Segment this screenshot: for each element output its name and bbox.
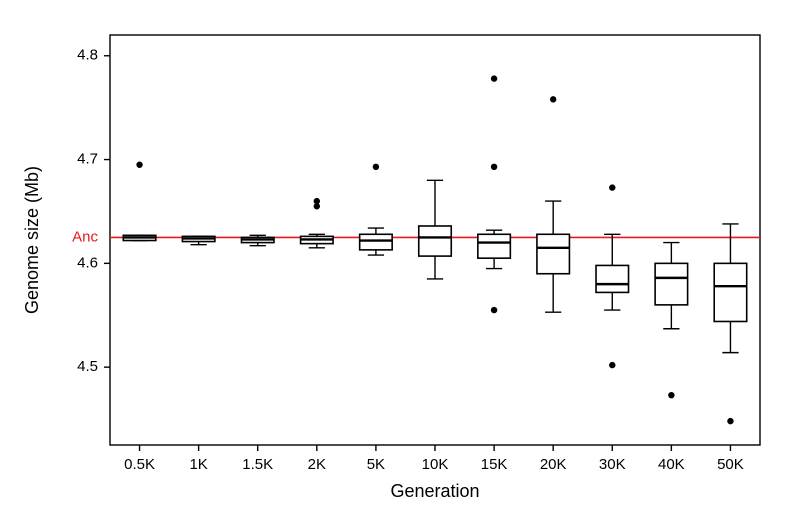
- x-tick-label: 40K: [658, 456, 685, 473]
- outlier-point: [314, 198, 320, 204]
- box: [123, 162, 156, 241]
- x-tick-label: 1.5K: [242, 456, 273, 473]
- outlier-point: [727, 418, 733, 424]
- x-tick-label: 50K: [717, 456, 744, 473]
- y-tick-label: 4.7: [77, 151, 98, 168]
- outlier-point: [550, 96, 556, 102]
- box: [714, 224, 747, 424]
- box: [241, 235, 274, 245]
- outlier-point: [136, 162, 142, 168]
- x-tick-label: 10K: [422, 456, 449, 473]
- x-tick-label: 1K: [189, 456, 207, 473]
- outlier-point: [491, 307, 497, 313]
- box: [655, 243, 688, 399]
- x-tick-label: 20K: [540, 456, 567, 473]
- y-tick-label: 4.5: [77, 358, 98, 375]
- box: [537, 96, 570, 312]
- boxplot-chart: 4.5 4.6 4.7 4.8 Anc 0.5K 1K 1.5K 2K 5K 10K 15K 20K 30…: [0, 0, 800, 518]
- box: [301, 198, 334, 248]
- x-tick-label: 2K: [308, 456, 326, 473]
- outlier-point: [609, 362, 615, 368]
- box: [360, 164, 393, 255]
- x-tick-label: 5K: [367, 456, 385, 473]
- outlier-point: [491, 164, 497, 170]
- y-tick-label: 4.8: [77, 47, 98, 64]
- x-axis-label: Generation: [390, 481, 479, 501]
- outlier-point: [609, 184, 615, 190]
- x-tick-label: 0.5K: [124, 456, 155, 473]
- x-tick-label: 15K: [481, 456, 508, 473]
- x-tick-label: 30K: [599, 456, 626, 473]
- y-tick-label: 4.6: [77, 254, 98, 271]
- box: [182, 236, 215, 244]
- box: [478, 75, 511, 313]
- y-axis-label: Genome size (Mb): [22, 166, 42, 314]
- outlier-point: [373, 164, 379, 170]
- box: [596, 184, 629, 368]
- outlier-point: [668, 392, 674, 398]
- box: [419, 180, 452, 279]
- outlier-point: [491, 75, 497, 81]
- anc-label: Anc: [72, 228, 98, 245]
